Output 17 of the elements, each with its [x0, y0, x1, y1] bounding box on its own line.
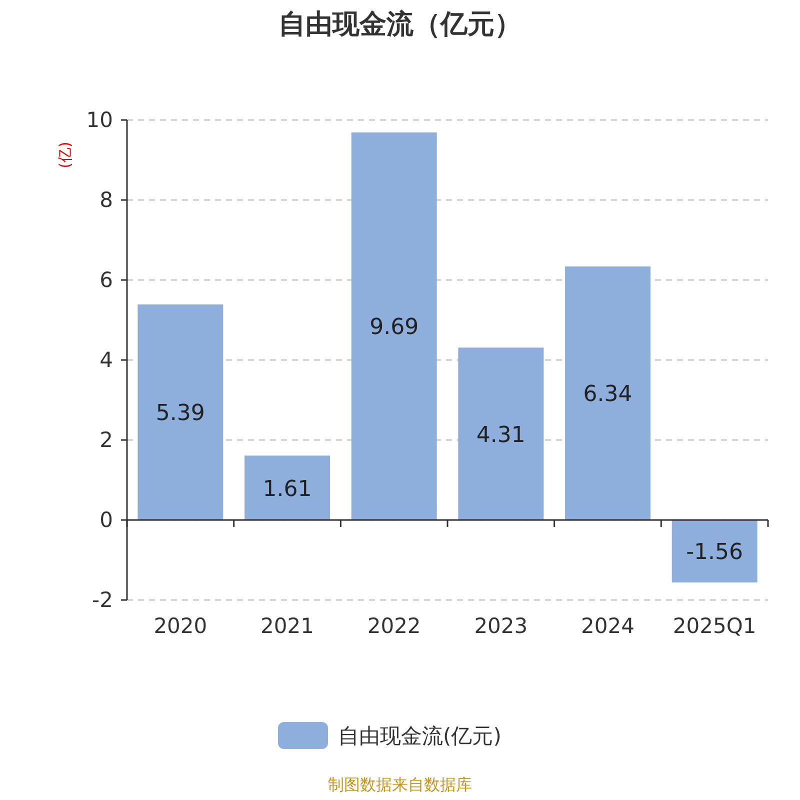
y-axis-title: (亿) — [56, 142, 74, 168]
y-tick-label: 10 — [86, 108, 113, 132]
x-tick-label: 2025Q1 — [672, 614, 756, 638]
y-tick-label: 4 — [100, 348, 113, 372]
y-tick-label: 6 — [100, 268, 113, 292]
y-tick-label: -2 — [92, 588, 113, 612]
legend-label: 自由现金流(亿元) — [338, 724, 502, 748]
x-tick-label: 2021 — [260, 614, 314, 638]
x-tick-label: 2022 — [367, 614, 421, 638]
chart-title: 自由现金流（亿元） — [278, 9, 522, 40]
x-tick-label: 2024 — [581, 614, 634, 638]
text: 制图数据来自数据库 — [328, 775, 472, 794]
y-tick-label: 8 — [100, 188, 113, 212]
x-tick-label: 2023 — [474, 614, 528, 638]
y-tick-label: 0 — [100, 508, 113, 532]
y-tick-label: 2 — [100, 428, 113, 452]
x-tick-label: 2020 — [154, 614, 208, 638]
